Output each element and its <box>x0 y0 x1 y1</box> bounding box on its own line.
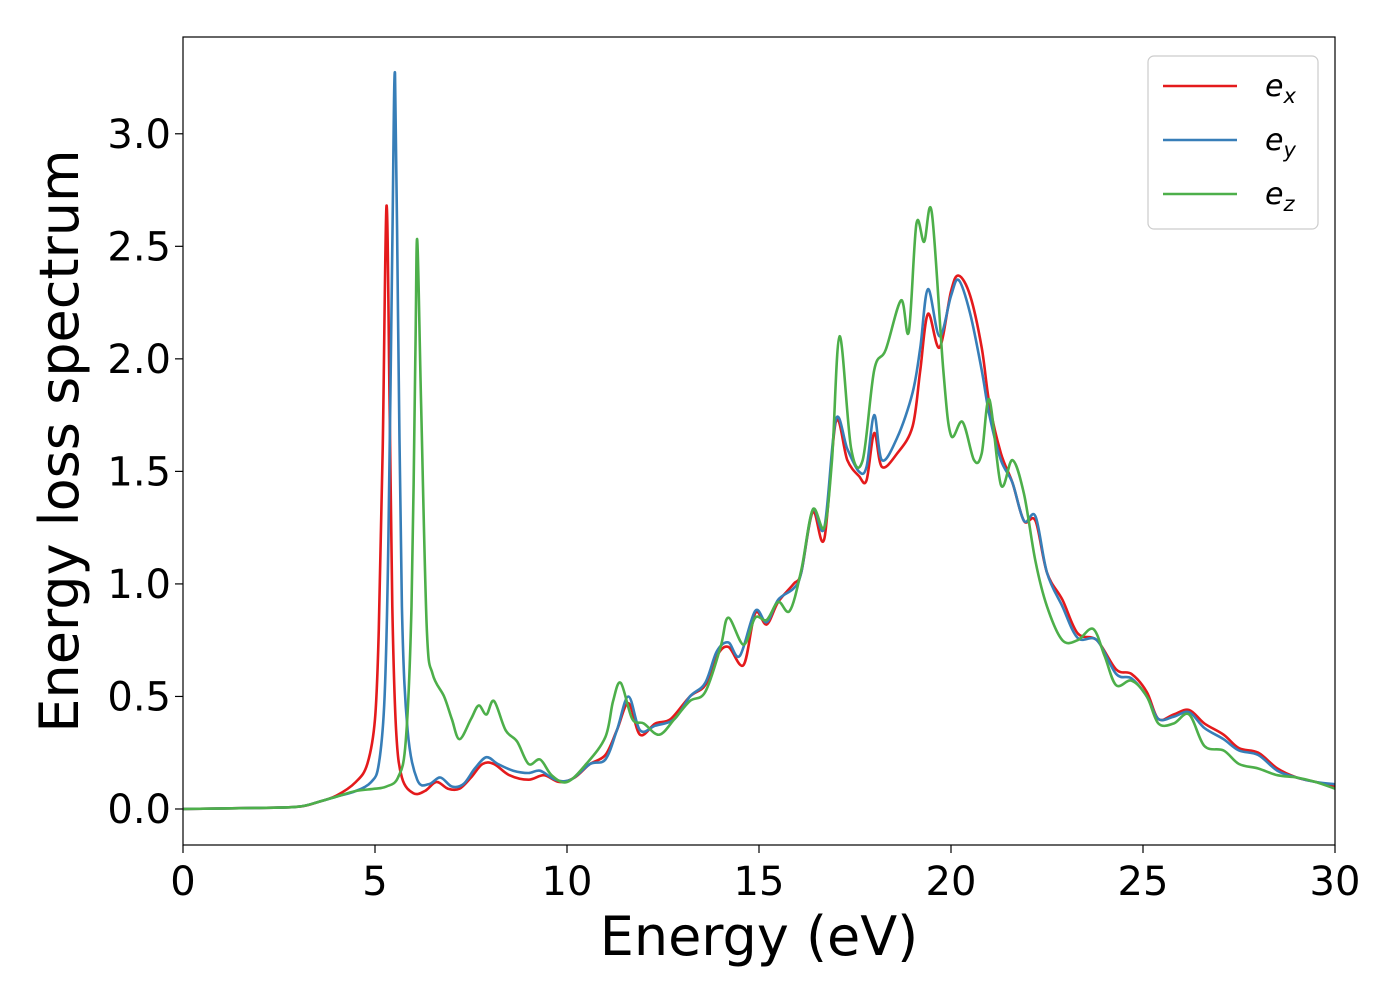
legend-label-x: ex <box>1265 69 1296 108</box>
y-tick-label: 1.5 <box>107 449 171 495</box>
y-tick-label: 2.5 <box>107 224 171 270</box>
y-tick-label: 3.0 <box>107 112 171 158</box>
x-tick-label: 20 <box>926 859 977 905</box>
legend: ex ey ez <box>1147 55 1319 230</box>
x-tick-label: 30 <box>1310 859 1361 905</box>
x-tick-label: 25 <box>1118 859 1169 905</box>
legend-box <box>1147 55 1319 230</box>
x-tick-label: 0 <box>170 859 195 905</box>
x-axis-ticks: 0 5 10 15 20 25 30 <box>170 845 1360 905</box>
x-tick-label: 10 <box>542 859 593 905</box>
series-line-z <box>182 206 1336 811</box>
y-axis-ticks: 0.0 0.5 1.0 1.5 2.0 2.5 3.0 <box>107 112 183 833</box>
y-tick-label: 0.0 <box>107 787 171 833</box>
legend-label-y: ey <box>1265 123 1296 162</box>
series-layer <box>182 71 1336 811</box>
y-tick-label: 1.0 <box>107 562 171 608</box>
y-tick-label: 2.0 <box>107 337 171 383</box>
legend-label-z: ez <box>1265 177 1295 216</box>
y-tick-label: 0.5 <box>107 674 171 720</box>
x-axis-label: Energy (eV) <box>600 905 919 968</box>
x-tick-label: 15 <box>734 859 785 905</box>
x-tick-label: 5 <box>362 859 387 905</box>
y-axis-label: Energy loss spectrum <box>28 149 91 732</box>
